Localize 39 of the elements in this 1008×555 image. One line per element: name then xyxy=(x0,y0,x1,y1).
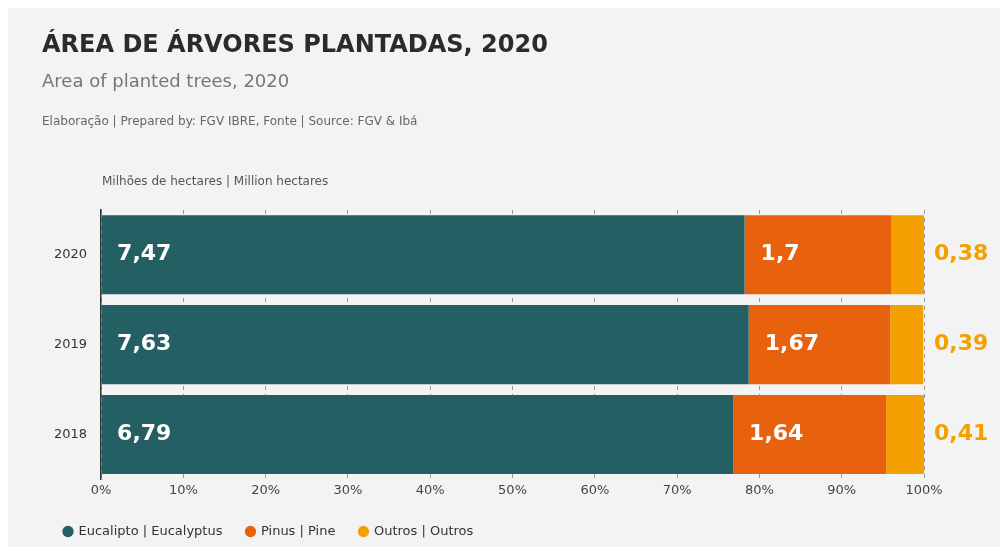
x-tick-label: 30% xyxy=(333,481,363,497)
x-tick-label: 70% xyxy=(662,481,692,497)
text: Milhões de hectares | Million hectares xyxy=(102,174,329,188)
x-tick-label: 100% xyxy=(905,481,943,497)
bar xyxy=(733,394,887,475)
bar xyxy=(101,305,749,385)
x-tick-label: 90% xyxy=(827,481,857,497)
x-tick-label: 80% xyxy=(744,481,774,497)
bar xyxy=(744,215,892,295)
bar xyxy=(891,215,924,295)
x-tick-label: 40% xyxy=(415,481,445,497)
legend-label: Outros | Outros xyxy=(373,522,474,538)
annotation: 1,67 xyxy=(764,330,819,356)
y-tick-label: 2018 xyxy=(53,425,88,441)
annotation: 7,63 xyxy=(117,330,172,356)
annotation: 0,41 xyxy=(934,420,989,446)
annotation: 1,7 xyxy=(760,240,800,266)
text: Elaboração | Prepared by: FGV IBRE, Fonte | Source: FGV & Ibá xyxy=(42,114,418,128)
legend-label: Pinus | Pine xyxy=(260,522,336,538)
annotation: 7,47 xyxy=(117,240,172,266)
bar xyxy=(748,305,891,385)
annotation: 0,38 xyxy=(934,240,989,266)
annotation: 1,64 xyxy=(749,420,804,446)
bar xyxy=(886,394,924,475)
legend-label: Eucalipto | Eucalyptus xyxy=(78,522,223,538)
x-tick-label: 20% xyxy=(251,481,281,497)
chart-subtitle: Area of planted trees, 2020 xyxy=(42,70,290,91)
y-tick-label: 2020 xyxy=(53,246,88,262)
bar xyxy=(101,215,745,295)
bar xyxy=(101,394,734,475)
x-tick-label: 10% xyxy=(168,481,198,497)
y-tick-label: 2019 xyxy=(53,335,88,351)
chart-title: ÁREA DE ÁRVORES PLANTADAS, 2020 xyxy=(42,30,548,58)
annotation: 6,79 xyxy=(117,420,172,446)
x-tick-label: 0% xyxy=(90,481,112,497)
annotation: 0,39 xyxy=(934,330,989,356)
x-tick-label: 60% xyxy=(580,481,610,497)
x-tick-label: 50% xyxy=(498,481,527,497)
bar xyxy=(890,305,924,385)
